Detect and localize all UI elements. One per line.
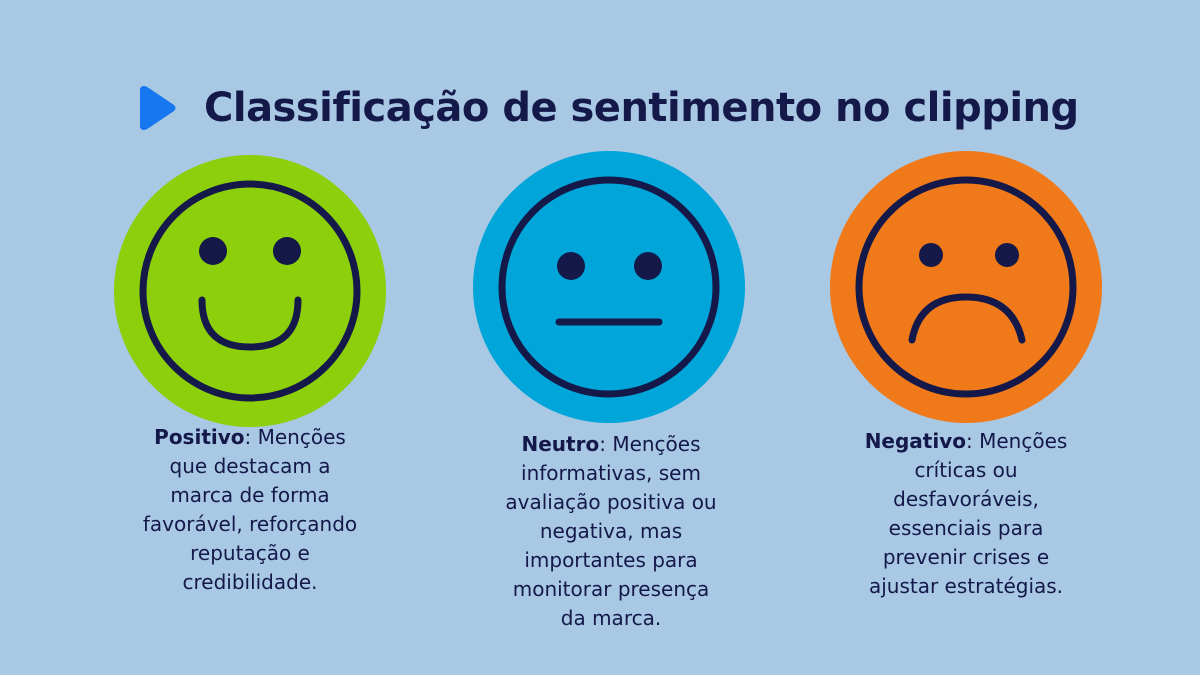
caption-line: credibilidade.: [182, 570, 318, 594]
caption-text: Menções: [979, 429, 1068, 453]
play-icon: [140, 86, 176, 130]
caption-line: negativa, mas: [539, 519, 683, 543]
caption-line: importantes para: [524, 548, 698, 572]
sad-face-icon: [830, 151, 1102, 423]
category-label: Neutro: [521, 432, 600, 456]
caption-line: prevenir crises e: [882, 545, 1050, 569]
caption-line: Negativo: Menções: [816, 427, 1116, 456]
caption-line: da marca.: [560, 606, 662, 630]
label-separator: :: [244, 425, 252, 449]
label-separator: :: [599, 432, 606, 456]
caption-line: reputação e: [190, 541, 310, 565]
caption-line: favorável, reforçando: [142, 512, 358, 536]
caption-line: críticas ou: [914, 458, 1018, 482]
category-label: Positivo: [154, 425, 245, 449]
caption-line: Neutro: Menções: [461, 430, 761, 459]
page-title: Classificação de sentimento no clipping: [204, 85, 1079, 131]
caption-positive: Positivo: Menções que destacam a marca d…: [100, 423, 400, 597]
category-label: Negativo: [864, 429, 966, 453]
label-separator: :: [966, 429, 973, 453]
smiling-face-icon: [114, 155, 386, 427]
caption-line: desfavoráveis,: [893, 487, 1039, 511]
caption-line: que destacam a: [169, 454, 331, 478]
neutral-face-icon: [473, 151, 745, 423]
caption-neutral: Neutro: Menções informativas, sem avalia…: [461, 430, 761, 633]
caption-line: monitorar presença: [512, 577, 710, 601]
caption-line: Positivo: Menções: [100, 423, 400, 452]
caption-line: informativas, sem: [521, 461, 701, 485]
caption-negative: Negativo: Menções críticas ou desfavoráv…: [816, 427, 1116, 601]
caption-line: ajustar estratégias.: [868, 574, 1064, 598]
caption-line: marca de forma: [170, 483, 330, 507]
caption-text: Menções: [257, 425, 346, 449]
caption-line: essenciais para: [888, 516, 1044, 540]
caption-text: Menções: [612, 432, 701, 456]
caption-line: avaliação positiva ou: [505, 490, 717, 514]
